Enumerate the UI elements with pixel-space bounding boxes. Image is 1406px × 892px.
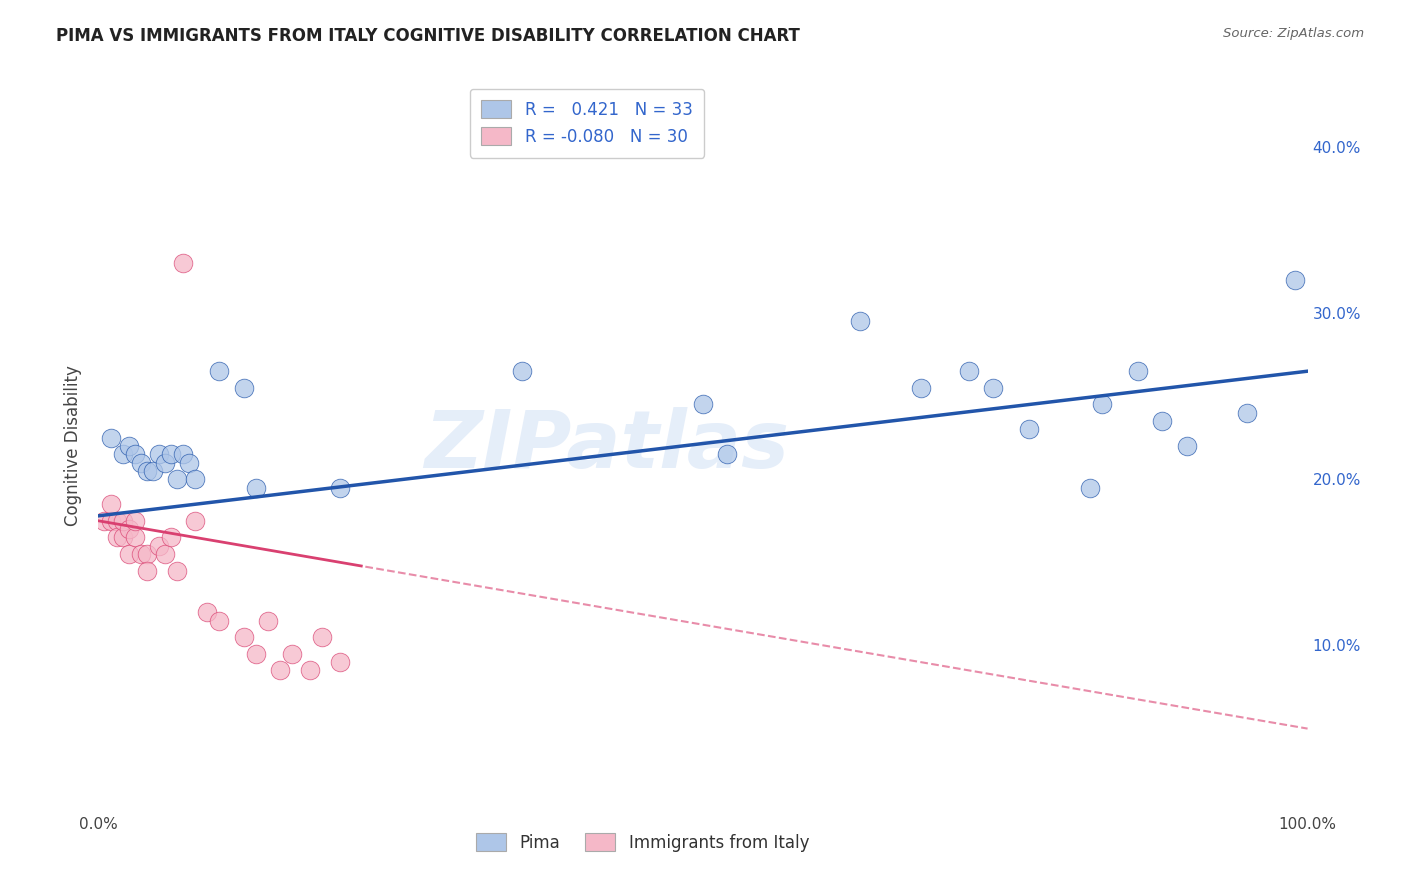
Point xyxy=(692,397,714,411)
Point xyxy=(129,547,152,561)
Point xyxy=(118,522,141,536)
Point xyxy=(129,456,152,470)
Point xyxy=(232,630,254,644)
Point xyxy=(100,431,122,445)
Point xyxy=(111,514,134,528)
Point xyxy=(1078,481,1101,495)
Point xyxy=(1152,414,1174,428)
Point xyxy=(269,664,291,678)
Y-axis label: Cognitive Disability: Cognitive Disability xyxy=(63,366,82,526)
Point xyxy=(153,547,176,561)
Point xyxy=(179,456,201,470)
Point xyxy=(111,530,134,544)
Point xyxy=(118,439,141,453)
Point xyxy=(957,364,980,378)
Text: PIMA VS IMMIGRANTS FROM ITALY COGNITIVE DISABILITY CORRELATION CHART: PIMA VS IMMIGRANTS FROM ITALY COGNITIVE … xyxy=(56,27,800,45)
Point xyxy=(153,456,176,470)
Point xyxy=(105,530,128,544)
Point xyxy=(93,514,115,528)
Point xyxy=(160,447,183,461)
Point xyxy=(329,481,352,495)
Point xyxy=(245,481,267,495)
Point xyxy=(184,514,207,528)
Legend: Pima, Immigrants from Italy: Pima, Immigrants from Italy xyxy=(470,826,815,858)
Point xyxy=(232,381,254,395)
Point xyxy=(111,447,134,461)
Point xyxy=(118,547,141,561)
Point xyxy=(1175,439,1198,453)
Point xyxy=(135,564,157,578)
Point xyxy=(311,630,333,644)
Point xyxy=(135,547,157,561)
Point xyxy=(1091,397,1114,411)
Point xyxy=(208,364,231,378)
Point xyxy=(1128,364,1150,378)
Point xyxy=(172,447,194,461)
Point xyxy=(716,447,738,461)
Text: Source: ZipAtlas.com: Source: ZipAtlas.com xyxy=(1223,27,1364,40)
Point xyxy=(245,647,267,661)
Point xyxy=(1284,273,1306,287)
Point xyxy=(1018,422,1040,436)
Point xyxy=(208,614,231,628)
Point xyxy=(910,381,932,395)
Point xyxy=(148,447,170,461)
Point xyxy=(299,664,322,678)
Point xyxy=(510,364,533,378)
Point xyxy=(195,605,218,619)
Point xyxy=(166,472,188,486)
Point xyxy=(124,447,146,461)
Point xyxy=(849,314,872,328)
Point xyxy=(329,655,352,669)
Point xyxy=(981,381,1004,395)
Point xyxy=(160,530,183,544)
Point xyxy=(184,472,207,486)
Point xyxy=(256,614,278,628)
Point xyxy=(124,530,146,544)
Point xyxy=(148,539,170,553)
Point xyxy=(100,514,122,528)
Point xyxy=(142,464,165,478)
Point xyxy=(124,514,146,528)
Point xyxy=(135,464,157,478)
Point xyxy=(166,564,188,578)
Point xyxy=(281,647,304,661)
Point xyxy=(172,256,194,270)
Point xyxy=(100,497,122,511)
Text: ZIPatlas: ZIPatlas xyxy=(423,407,789,485)
Point xyxy=(1236,406,1258,420)
Point xyxy=(105,514,128,528)
